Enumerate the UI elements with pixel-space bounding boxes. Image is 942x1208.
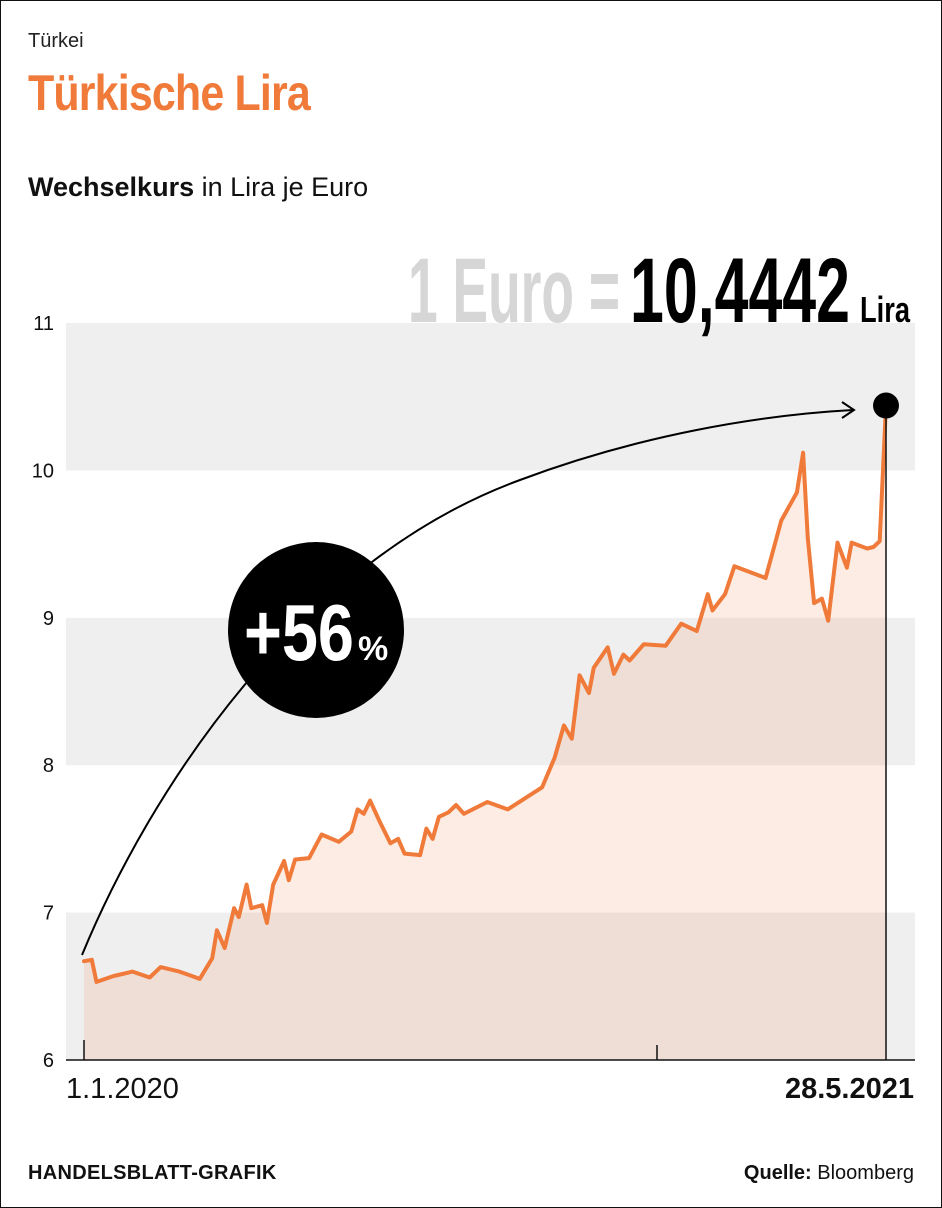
- value-callout: 1 Euro = 10,4442 Lira: [408, 240, 911, 342]
- y-tick-label: 9: [43, 608, 54, 630]
- subtitle-rest: in Lira je Euro: [194, 172, 369, 202]
- y-tick-label: 6: [43, 1050, 54, 1072]
- callout-unit: Lira: [860, 289, 911, 330]
- grid-band: [66, 912, 915, 1060]
- y-tick-label: 10: [32, 460, 54, 482]
- footer-credit: HANDELSBLATT-GRAFIK: [28, 1162, 277, 1184]
- source-label: Quelle:: [743, 1162, 812, 1184]
- series-area: [84, 405, 886, 1060]
- change-unit: %: [358, 630, 388, 668]
- change-value: +56: [244, 588, 354, 677]
- x-label-end: 28.5.2021: [785, 1073, 914, 1105]
- series-line: [82, 403, 888, 984]
- arrow-head-icon: [841, 401, 856, 419]
- callout-value: 10,4442: [630, 240, 850, 342]
- y-tick-label: 11: [33, 313, 54, 335]
- footer-source: Quelle: Bloomberg: [744, 1162, 914, 1185]
- chart-title: Türkische Lira: [28, 65, 311, 121]
- y-tick-label: 7: [43, 903, 54, 925]
- grid-band: [66, 323, 915, 471]
- end-point-marker: [873, 392, 899, 419]
- source-name: Bloomberg: [811, 1162, 914, 1184]
- chart-subtitle: Wechselkurs in Lira je Euro: [28, 172, 368, 203]
- change-badge-circle: [228, 542, 404, 718]
- callout-prefix: 1 Euro =: [408, 240, 620, 342]
- subtitle-bold: Wechselkurs: [28, 172, 195, 202]
- kicker: Türkei: [28, 30, 84, 52]
- grid-bands: [66, 323, 915, 1060]
- grid-band: [66, 617, 915, 766]
- y-tick-label: 8: [43, 755, 54, 777]
- change-badge: +56 %: [228, 542, 404, 718]
- x-label-start: 1.1.2020: [66, 1073, 179, 1105]
- y-axis: 6 7 8 9 10 11: [32, 313, 54, 1072]
- arrow-curve: [81, 409, 854, 956]
